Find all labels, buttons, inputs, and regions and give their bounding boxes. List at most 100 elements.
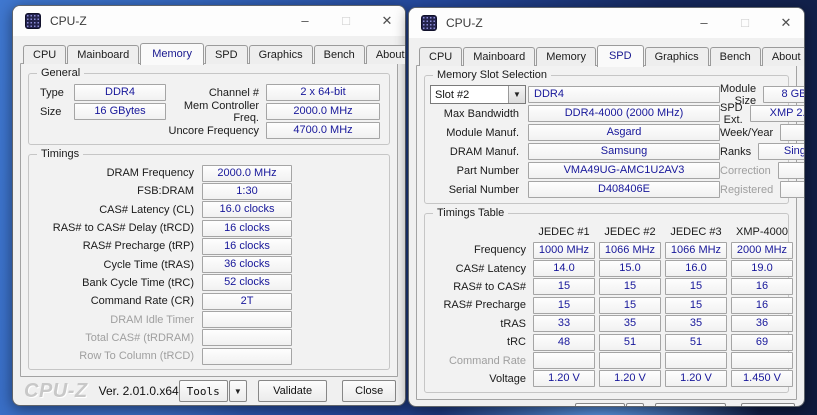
row-label: tRC <box>507 336 526 349</box>
tools-dropdown-button[interactable]: ▼ <box>228 380 247 403</box>
close-icon[interactable]: ✕ <box>780 15 792 30</box>
tab-about[interactable]: About <box>365 45 405 64</box>
timing-value-field <box>202 311 292 329</box>
table-cell: 1000 MHz <box>533 241 595 259</box>
timing-label: DRAM Frequency <box>106 167 194 180</box>
timing-value-field <box>202 347 292 365</box>
table-cell <box>599 352 661 370</box>
registered-field <box>780 181 804 198</box>
timing-label: Total CAS# (tRDRAM) <box>85 331 194 344</box>
tools-button[interactable]: Tools <box>178 380 228 403</box>
table-cell <box>533 352 595 370</box>
tools-dropdown-button[interactable]: ▼ <box>625 403 644 406</box>
tab-about[interactable]: About <box>761 47 804 66</box>
timing-value-field: 16 clocks <box>202 237 292 255</box>
correction-label: Correction <box>720 164 771 177</box>
table-cell: 19.0 <box>731 260 793 278</box>
timing-value-field: 16 clocks <box>202 219 292 237</box>
part-number-label: Part Number <box>456 164 519 177</box>
slot-selector[interactable]: Slot #2 ▼ <box>430 85 526 104</box>
maximize-icon: □ <box>342 13 350 28</box>
tab-memory[interactable]: Memory <box>536 47 596 66</box>
module-manuf-field: Asgard <box>528 124 720 141</box>
window-controls: – □ ✕ <box>696 15 794 31</box>
ranks-field: Single <box>758 143 804 160</box>
close-button[interactable]: Close <box>740 403 795 406</box>
row-label: tRAS <box>500 317 526 330</box>
max-bandwidth-field: DDR4-4000 (2000 MHz) <box>528 105 720 122</box>
module-size-field: 8 GBytes <box>763 86 804 103</box>
general-group-legend: General <box>37 67 85 79</box>
column-header-jedec1: JEDEC #1 <box>538 225 590 238</box>
type-value-field: DDR4 <box>74 84 166 101</box>
table-cell: 15 <box>665 296 727 314</box>
memory-slot-selection-group: Memory Slot Selection Slot #2 ▼ DDR4 Mod… <box>424 69 804 204</box>
validate-button[interactable]: Validate <box>257 380 328 403</box>
table-row-frequency: Frequency 1000 MHz 1066 MHz 1066 MHz 200… <box>430 241 793 259</box>
titlebar[interactable]: CPU-Z – □ ✕ <box>409 8 804 38</box>
timings-table-header: JEDEC #1 JEDEC #2 JEDEC #3 XMP-4000 <box>430 224 788 239</box>
registered-label: Registered <box>720 183 774 196</box>
timing-value-field <box>202 329 292 347</box>
tab-bench[interactable]: Bench <box>313 45 365 64</box>
tools-button[interactable]: Tools <box>574 403 625 406</box>
tab-cpu[interactable]: CPU <box>419 47 463 66</box>
row-label: RAS# Precharge <box>443 299 526 312</box>
general-row: Type DDR4 Channel # 2 x 64-bit <box>34 83 384 102</box>
table-cell: 1066 MHz <box>665 241 727 259</box>
serial-number-field: D408406E <box>528 181 720 198</box>
uncore-value-field: 4700.0 MHz <box>266 122 380 139</box>
timings-group: Timings DRAM Frequency 2000.0 MHz FSB:DR… <box>28 148 390 371</box>
chevron-down-icon[interactable]: ▼ <box>508 86 525 103</box>
cpuz-logo: CPU-Z <box>24 379 88 402</box>
table-cell: 2000 MHz <box>731 241 793 259</box>
row-label: Voltage <box>489 372 526 385</box>
timings-table-group: Timings Table JEDEC #1 JEDEC #2 JEDEC #3… <box>424 207 793 394</box>
table-cell: 15.0 <box>599 260 661 278</box>
table-row-ras-precharge: RAS# Precharge 15 15 15 16 <box>430 296 793 314</box>
module-size-label: Module Size <box>720 82 757 107</box>
column-header-jedec2: JEDEC #2 <box>604 225 656 238</box>
tab-mainboard[interactable]: Mainboard <box>463 47 536 66</box>
close-button[interactable]: Close <box>342 380 396 403</box>
table-cell: 1.20 V <box>665 370 727 388</box>
tab-graphics[interactable]: Graphics <box>248 45 313 64</box>
cpuz-app-icon <box>25 13 41 29</box>
slot-row: Slot #2 ▼ DDR4 Module Size 8 GBytes <box>430 82 804 107</box>
table-row-ras-to-cas: RAS# to CAS# 15 15 15 16 <box>430 278 793 296</box>
titlebar[interactable]: CPU-Z – □ ✕ <box>13 6 405 36</box>
table-cell: 48 <box>533 333 595 351</box>
timing-value-field: 16.0 clocks <box>202 201 292 219</box>
dram-manuf-label: DRAM Manuf. <box>449 145 519 158</box>
slot-row: DRAM Manuf. Samsung Ranks Single <box>430 142 804 161</box>
slot-row: Max Bandwidth DDR4-4000 (2000 MHz) SPD E… <box>430 102 804 126</box>
validate-button[interactable]: Validate <box>654 403 726 406</box>
tab-bench[interactable]: Bench <box>709 47 761 66</box>
slot-row: Module Manuf. Asgard Week/Year 14 / 22 <box>430 123 804 142</box>
close-icon[interactable]: ✕ <box>381 13 393 28</box>
table-cell: 16 <box>731 278 793 296</box>
table-cell: 51 <box>665 333 727 351</box>
timing-row: DRAM Idle Timer <box>34 310 384 329</box>
minimize-icon[interactable]: – <box>301 13 309 28</box>
table-cell: 36 <box>731 315 793 333</box>
cpuz-window-spd: CPU-Z – □ ✕ CPU Mainboard Memory SPD Gra… <box>408 7 805 407</box>
table-cell: 35 <box>599 315 661 333</box>
tab-cpu[interactable]: CPU <box>23 45 67 64</box>
tab-spd[interactable]: SPD <box>204 45 248 64</box>
minimize-icon[interactable]: – <box>700 15 708 30</box>
timings-group-legend: Timings <box>37 148 84 160</box>
timing-row: CAS# Latency (CL) 16.0 clocks <box>34 201 384 219</box>
tab-spd[interactable]: SPD <box>596 45 644 67</box>
tab-memory[interactable]: Memory <box>140 43 204 65</box>
cpuz-logo: CPU-Z <box>420 403 484 406</box>
slot-row: Part Number VMA49UG-AMC1U2AV3 Correction <box>430 161 804 180</box>
timing-row: Cycle Time (tRAS) 36 clocks <box>34 255 384 274</box>
table-cell: 15 <box>599 296 661 314</box>
footer-bar: CPU-Z Ver. 2.01.0.x64 Tools ▼ Validate C… <box>13 377 405 405</box>
timing-label: RAS# Precharge (tRP) <box>82 240 194 253</box>
timing-row: Command Rate (CR) 2T <box>34 292 384 310</box>
dram-manuf-field: Samsung <box>528 143 720 160</box>
tab-mainboard[interactable]: Mainboard <box>67 45 140 64</box>
tab-graphics[interactable]: Graphics <box>644 47 709 66</box>
